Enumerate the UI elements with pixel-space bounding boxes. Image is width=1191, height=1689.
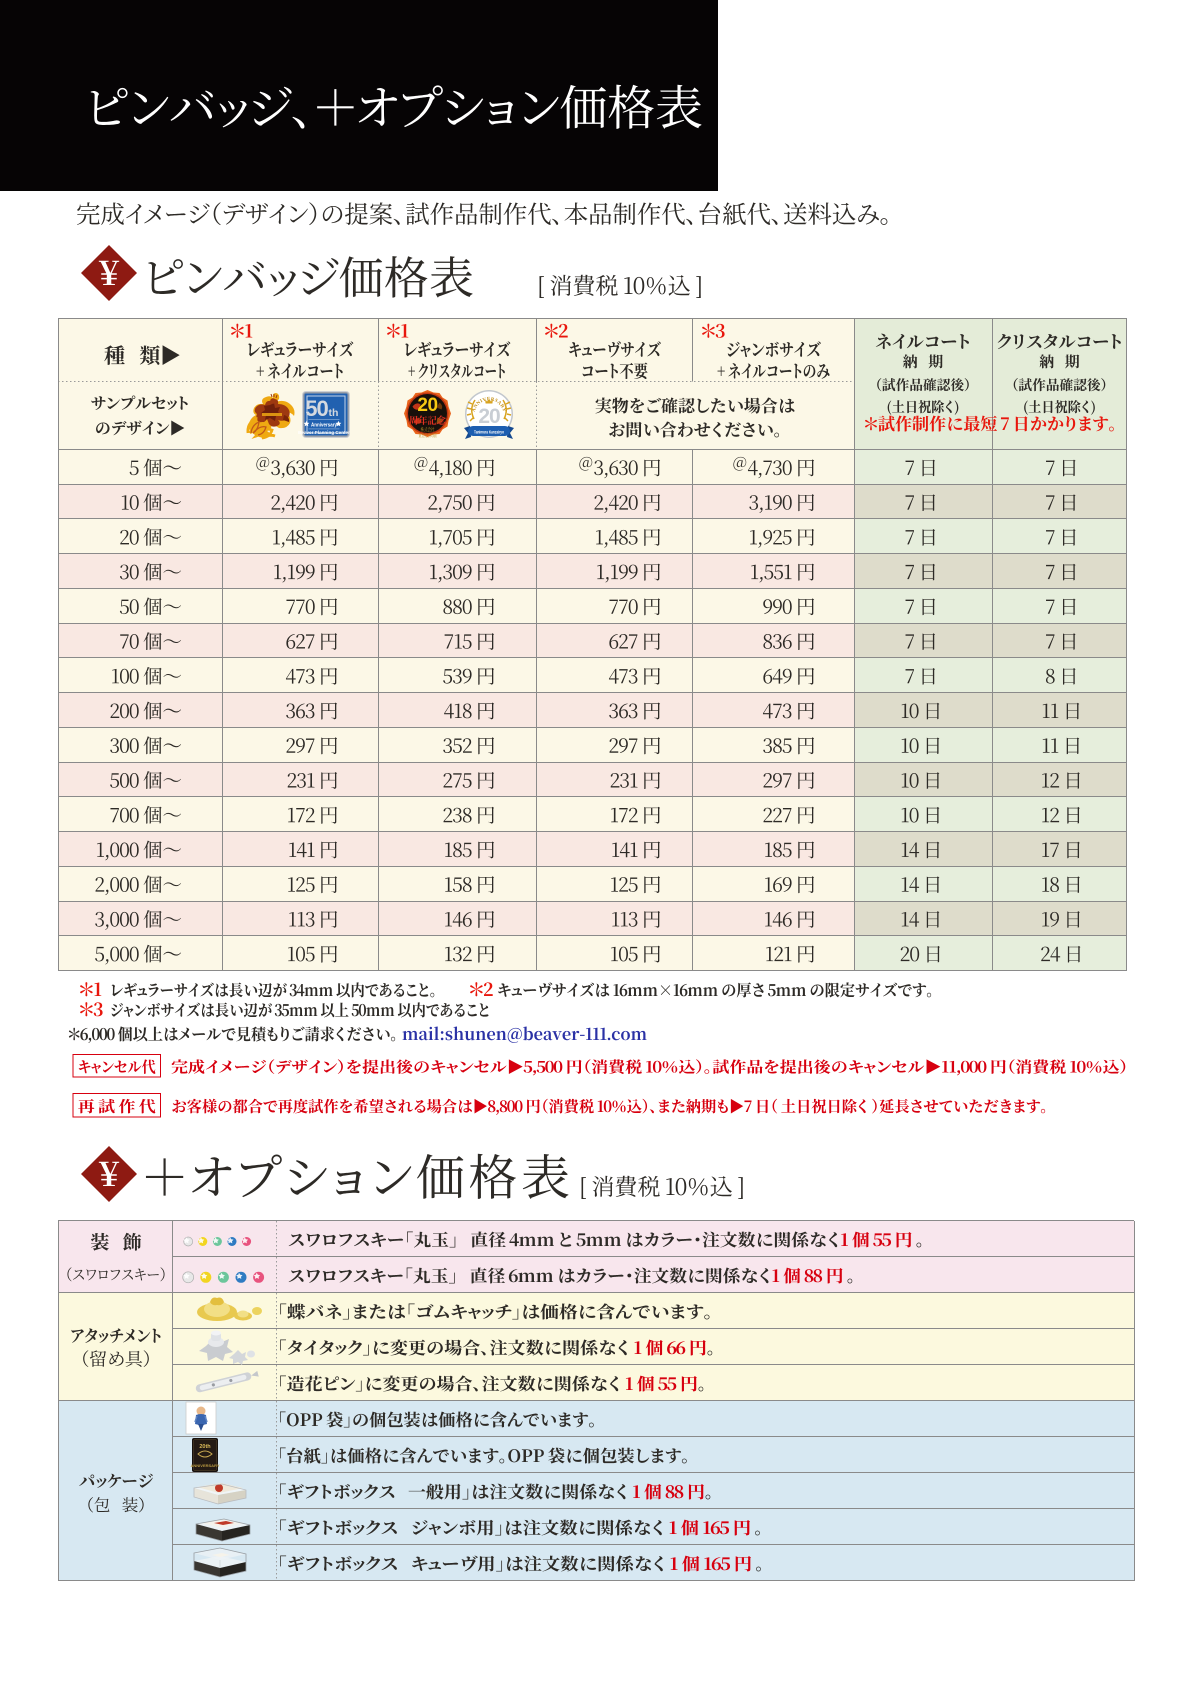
svg-text:Anniversary: Anniversary (311, 423, 338, 429)
svg-text:ANNIVERSARY: ANNIVERSARY (191, 1463, 220, 1468)
svg-text:20th: 20th (199, 1444, 211, 1450)
svg-text:20: 20 (478, 405, 500, 428)
svg-text:Beaver Planning Center: Beaver Planning Center (298, 430, 350, 435)
svg-text:th: th (329, 407, 339, 419)
svg-text:50: 50 (305, 396, 328, 421)
svg-text:Tanimura Kanzairyo: Tanimura Kanzairyo (474, 430, 504, 435)
svg-text:20: 20 (417, 395, 437, 416)
